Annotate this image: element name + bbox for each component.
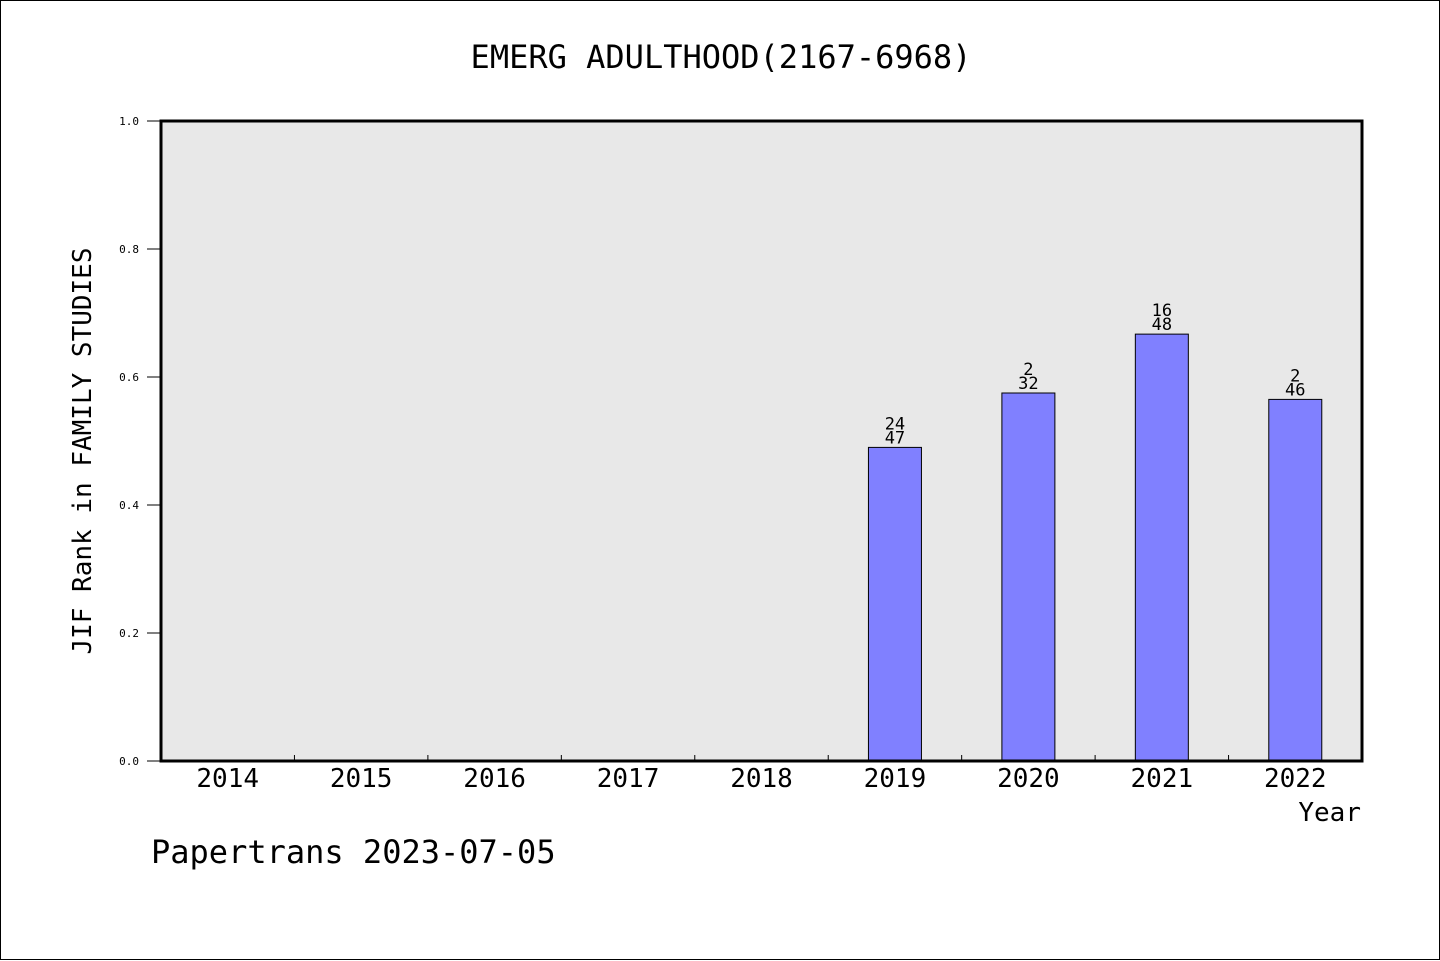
- x-axis: 2014 2015 2016 2017 2018 2019 2020 2021 2022: [196, 755, 1327, 794]
- x-axis-label: Year: [1298, 798, 1361, 828]
- x-tick-label: 2021: [1131, 764, 1194, 794]
- plot-frame: [159, 119, 1364, 763]
- y-tick-label: 0.6: [119, 371, 139, 384]
- bar-label-total: 32: [1018, 374, 1038, 394]
- bar-label-total: 46: [1285, 380, 1305, 400]
- y-tick-label: 0.8: [119, 243, 139, 256]
- bar-label-rank: 24: [885, 414, 905, 434]
- x-tick-label: 2019: [864, 764, 927, 794]
- y-tick-label: 0.2: [119, 627, 139, 640]
- bar-label-rank: 16: [1152, 301, 1172, 321]
- y-axis-label: JIF Rank in FAMILY STUDIES: [68, 248, 98, 655]
- bar-2019: [867, 446, 922, 762]
- bar-2021: [1134, 333, 1189, 762]
- bars-group: [867, 333, 1323, 762]
- x-tick-label: 2014: [196, 764, 259, 794]
- y-tick-label: 0.4: [119, 499, 139, 512]
- footer-stamp: Papertrans 2023-07-05: [151, 833, 556, 871]
- bar-label-rank: 2: [1023, 360, 1033, 380]
- bar-label-rank: 2: [1290, 366, 1300, 386]
- x-tick-label: 2018: [730, 764, 793, 794]
- x-tick-label: 2017: [597, 764, 660, 794]
- bar-label-total: 48: [1152, 315, 1172, 335]
- bar-2020: [1001, 392, 1056, 762]
- y-tick-label: 0.0: [119, 755, 139, 768]
- x-tick-label: 2016: [463, 764, 526, 794]
- bar-2022: [1268, 398, 1323, 762]
- y-axis: 0.0 0.2 0.4 0.6 0.8 1.0: [119, 115, 161, 768]
- x-tick-label: 2022: [1264, 764, 1327, 794]
- x-tick-label: 2020: [997, 764, 1060, 794]
- chart-title: EMERG ADULTHOOD(2167-6968): [471, 38, 972, 76]
- y-tick-label: 1.0: [119, 115, 139, 128]
- x-tick-label: 2015: [330, 764, 393, 794]
- bar-label-total: 47: [885, 428, 905, 448]
